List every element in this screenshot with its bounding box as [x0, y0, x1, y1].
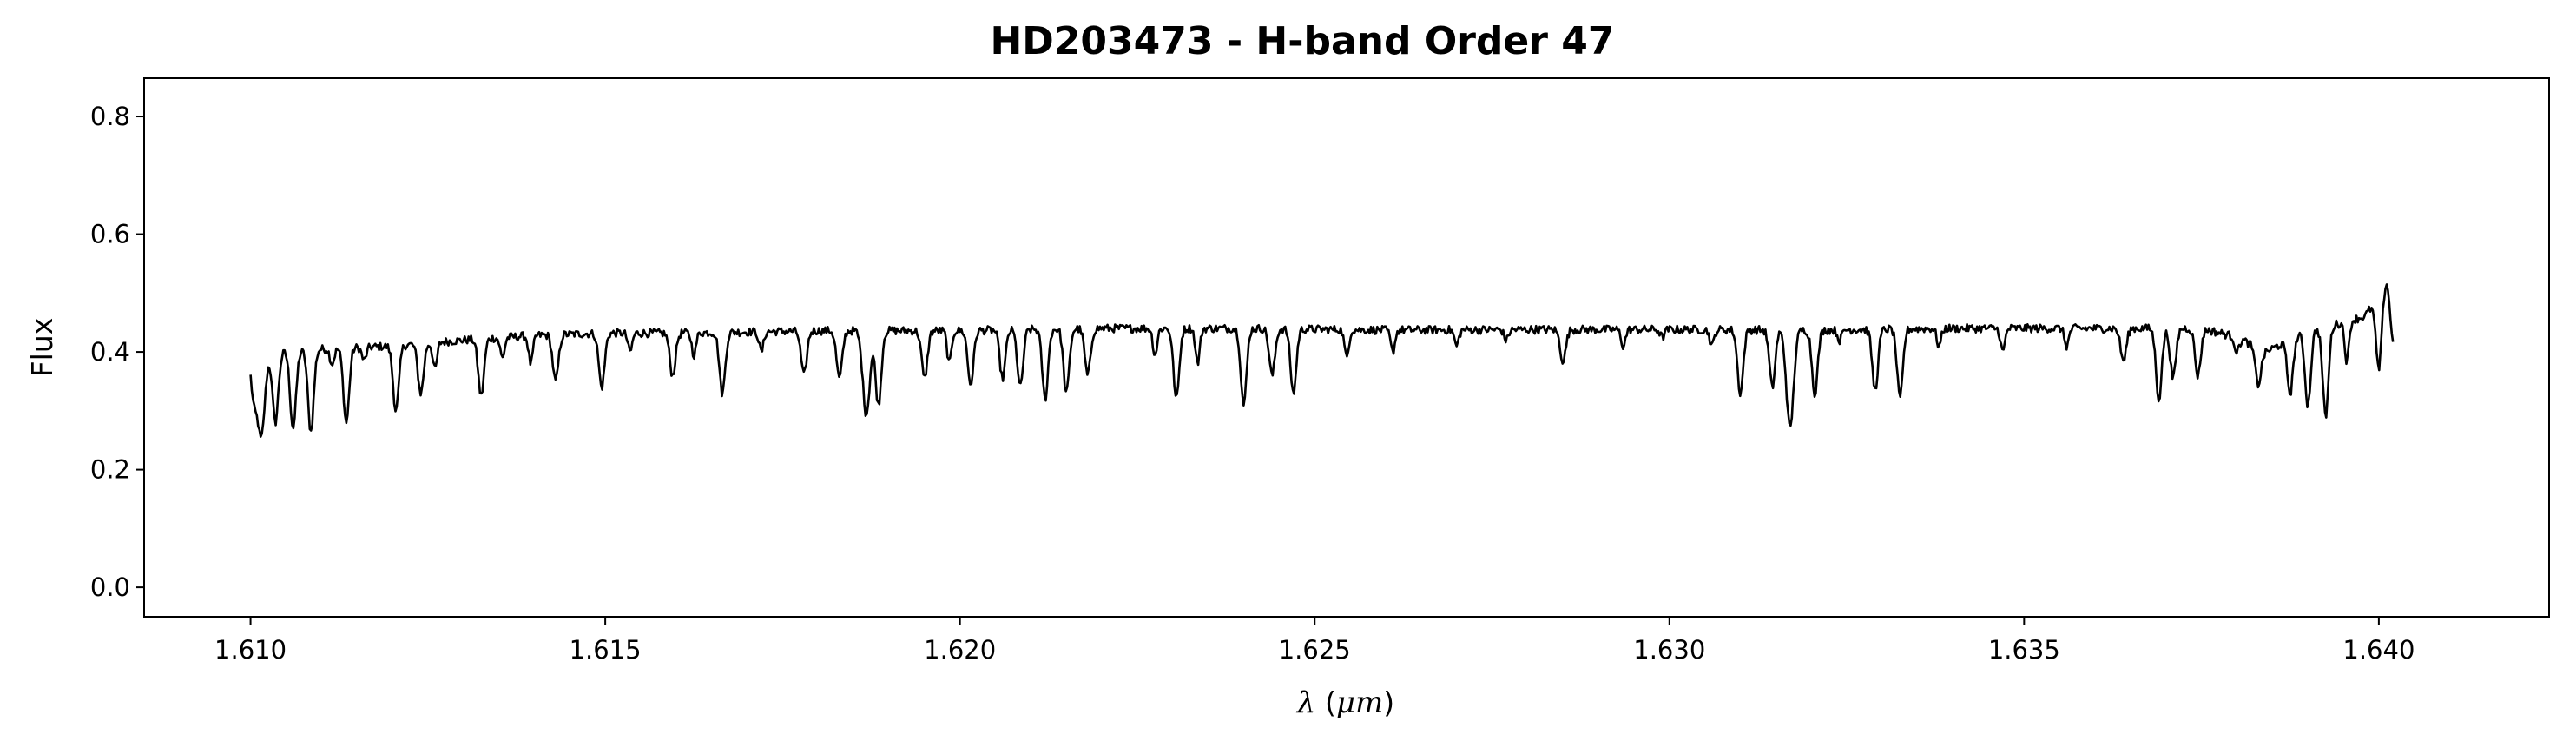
chart-title: HD203473 - H-band Order 47 [990, 19, 1614, 63]
y-tick-label: 0.2 [90, 455, 130, 485]
y-tick-label: 0.6 [90, 220, 130, 249]
x-tick-label: 1.615 [570, 635, 642, 665]
x-tick-label: 1.630 [1633, 635, 1705, 665]
y-tick-label: 0.0 [90, 573, 130, 602]
x-axis-label: λ (μm) [1295, 685, 1394, 720]
y-tick-label: 0.4 [90, 337, 130, 367]
y-axis-label: Flux [25, 318, 59, 378]
x-tick-label: 1.610 [214, 635, 287, 665]
spectrum-line [249, 283, 2395, 438]
x-tick-label: 1.640 [2342, 635, 2415, 665]
plot-frame [143, 77, 2550, 618]
x-axis-ticks: 1.610 1.615 1.620 1.625 1.630 1.635 1.640 [214, 617, 2415, 665]
plot-area [144, 78, 2549, 617]
x-axis-label-open: ( [1315, 685, 1335, 719]
y-tick-label: 0.8 [90, 102, 130, 131]
x-tick-label: 1.635 [1988, 635, 2060, 665]
x-axis-label-unit: μm [1336, 685, 1383, 720]
x-axis-label-close: ) [1383, 685, 1394, 719]
x-tick-label: 1.625 [1279, 635, 1351, 665]
x-tick-label: 1.620 [924, 635, 996, 665]
y-axis-ticks: 0.0 0.2 0.4 0.6 0.8 [90, 102, 144, 602]
x-axis-label-lambda: λ [1295, 685, 1316, 720]
